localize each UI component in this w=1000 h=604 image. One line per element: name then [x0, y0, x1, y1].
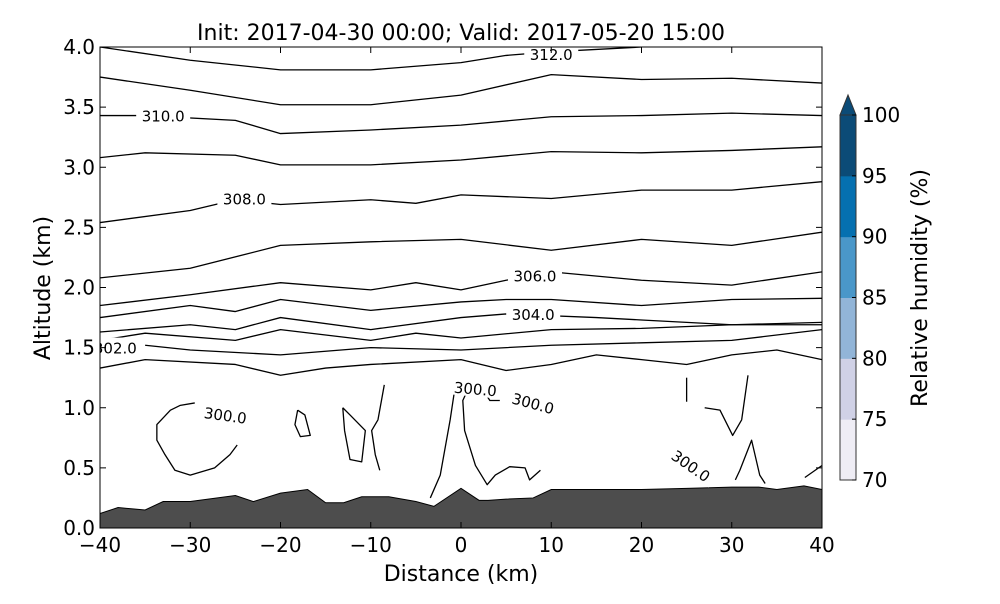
- y-tick-label: 2.0: [63, 276, 95, 300]
- contour-300: [462, 384, 541, 486]
- contour-label: 304.0: [512, 306, 555, 324]
- x-tick-label: 0: [455, 533, 468, 557]
- colorbar-tick-label: 95: [862, 164, 887, 188]
- x-tick-label: −30: [169, 533, 211, 557]
- x-tick-label: −20: [259, 533, 301, 557]
- isentrope-contour: [100, 112, 822, 135]
- colorbar-tick-label: 80: [862, 346, 887, 370]
- isentrope-contour: [100, 297, 822, 319]
- y-tick-label: 0.5: [63, 456, 95, 480]
- x-axis-label: Distance (km): [384, 562, 539, 587]
- y-tick-label: 3.5: [63, 95, 95, 119]
- colorbar-tick-label: 85: [862, 286, 887, 310]
- contour-label-bg: [136, 105, 191, 124]
- y-tick-label: 0.0: [63, 516, 95, 540]
- contour-300: [734, 439, 766, 484]
- colorbar-tick-label: 100: [862, 103, 900, 127]
- terrain: [100, 485, 822, 528]
- x-tick-label: 30: [719, 533, 744, 557]
- isentrope-contour: [100, 271, 822, 307]
- contour-label-bg: [197, 401, 254, 427]
- isentrope-contour: [100, 313, 822, 333]
- y-tick-label: 4.0: [63, 35, 95, 59]
- contour-label-bg: [217, 188, 272, 207]
- x-tick-label: −10: [350, 533, 392, 557]
- contour-label-bg: [100, 337, 143, 356]
- contour-300: [704, 375, 749, 437]
- contour-label-bg: [506, 303, 561, 322]
- contour-label: 310.0: [142, 108, 185, 126]
- colorbar-segment: [840, 115, 856, 177]
- y-axis: 0.0 0.5 1.0 1.5 2.0 2.5 3.0 3.5 4.0: [63, 35, 822, 540]
- y-tick-label: 1.0: [63, 396, 95, 420]
- contour-300: [804, 464, 822, 479]
- contour-label: 306.0: [514, 267, 557, 285]
- colorbar-segment: [840, 297, 856, 359]
- plot-area: 312.0 310.0 308.0 306.0 304.0 302.0 300.0 300.0…: [94, 46, 822, 528]
- colorbar-tick-label: 75: [862, 407, 887, 431]
- contour-label: 302.0: [94, 340, 137, 358]
- x-tick-label: −40: [79, 533, 121, 557]
- contour-label: 300.0: [510, 390, 556, 419]
- contour-label: 300.0: [203, 404, 248, 428]
- colorbar-segment: [840, 358, 856, 420]
- contour-label-bg: [505, 386, 562, 418]
- contour-label: 300.0: [453, 379, 497, 401]
- colorbar-tick-label: 90: [862, 225, 887, 249]
- colorbar-segment: [840, 175, 856, 238]
- isentrope-contour: [100, 231, 822, 279]
- colorbar-tick-label: 70: [862, 468, 887, 492]
- y-tick-label: 3.0: [63, 155, 95, 179]
- y-tick-label: 1.5: [63, 336, 95, 360]
- isentrope-contour: [100, 74, 822, 106]
- y-tick-label: 2.5: [63, 215, 95, 239]
- isentrope-contour: [100, 349, 822, 376]
- contour-label-bg: [664, 441, 719, 488]
- colorbar-extend-arrow: [839, 93, 857, 116]
- isentrope-contour: [145, 328, 822, 356]
- x-axis: −40 −30 −20 −10 0 10 20 30 40: [79, 47, 835, 557]
- colorbar-segment: [840, 419, 856, 481]
- chart-title: Init: 2017-04-30 00:00; Valid: 2017-05-2…: [197, 21, 725, 46]
- contour-label: 300.0: [668, 447, 714, 486]
- contour-300: [429, 389, 456, 499]
- isentrope-contour: [100, 146, 822, 166]
- contour-300: [294, 409, 311, 438]
- contour-label-bg: [447, 376, 504, 399]
- x-tick-label: 40: [809, 533, 834, 557]
- contour-300: [156, 402, 238, 476]
- contour-label-bg: [508, 265, 563, 284]
- colorbar-label: Relative humidity (%): [908, 169, 933, 407]
- contour-300: [371, 384, 385, 471]
- colorbar: 70 75 80 85 90 95 100: [839, 93, 900, 492]
- contour-300: [342, 407, 366, 463]
- x-tick-label: 10: [539, 533, 564, 557]
- x-tick-label: 20: [629, 533, 654, 557]
- y-axis-label: Altitude (km): [31, 216, 56, 360]
- contour-label: 308.0: [223, 191, 266, 209]
- contour-label-bg: [524, 47, 579, 63]
- colorbar-segment: [840, 236, 856, 298]
- contour-label: 312.0: [530, 46, 573, 64]
- isentrope-contour: [100, 181, 822, 224]
- plot-content: 312.0 310.0 308.0 306.0 304.0 302.0 300.0 300.0…: [94, 46, 822, 528]
- isentrope-contour: [100, 324, 822, 342]
